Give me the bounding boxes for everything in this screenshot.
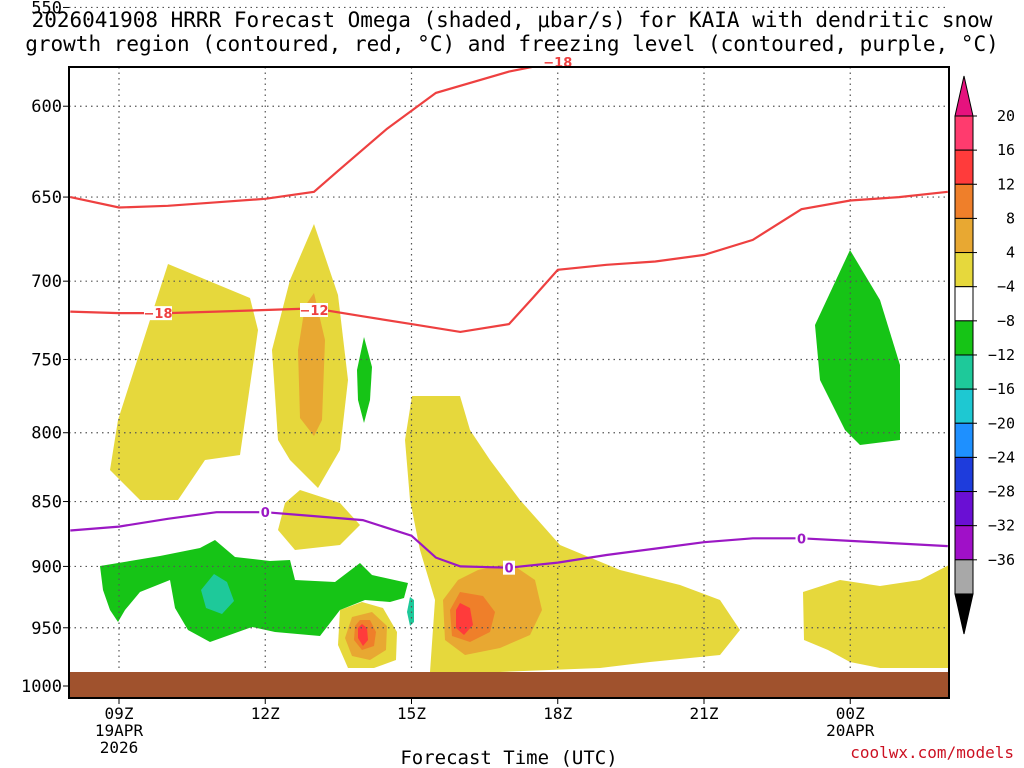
colorbar-label-7: −12 <box>988 346 1015 364</box>
y-tick-label-850: 850 <box>31 493 62 513</box>
colorbar-bottom-arrow <box>954 593 974 635</box>
colorbar-label-11: −28 <box>988 483 1015 501</box>
contour-3-label-1: 0 <box>504 562 513 577</box>
y-tick-label-700: 700 <box>31 272 62 292</box>
y-tick-label-950: 950 <box>31 619 62 639</box>
colorbar-block-5 <box>954 286 974 322</box>
omega-green-region-0830-1300 <box>100 540 408 642</box>
colorbar: 20 16 12 8 4 −4 −8 −12 −16 −20 −24 −28 −32 −36 <box>954 75 1015 635</box>
y-tick-label-800: 800 <box>31 424 62 444</box>
y-tick-label-600: 600 <box>31 97 62 117</box>
omega-yellow-region-0900-1100 <box>110 264 258 500</box>
colorbar-label-13: −36 <box>988 551 1015 569</box>
colorbar-label-2: 12 <box>997 175 1015 193</box>
x-tick-label-12Z-line-1: 12Z <box>251 704 280 723</box>
colorbar-top-arrow <box>954 75 974 117</box>
omega-orange-region-1300-core <box>298 293 325 436</box>
x-tick-label-09Z-line-3: 2026 <box>100 738 139 757</box>
x-axis-label: Forecast Time (UTC) <box>400 747 617 768</box>
colorbar-block-2 <box>954 183 974 219</box>
colorbar-block-9 <box>954 422 974 458</box>
contour-0-label-0: −18 <box>543 56 572 71</box>
gridlines <box>69 6 949 672</box>
contour-1-label-bg-0 <box>144 306 172 321</box>
colorbar-block-4 <box>954 252 974 288</box>
colorbar-label-1: 16 <box>997 141 1015 159</box>
colorbar-block-1 <box>954 149 974 185</box>
omega-red-region-1600 <box>456 603 473 635</box>
contour-0-label-bg-0 <box>543 54 572 69</box>
contour-3-label-2: 0 <box>797 532 806 547</box>
x-tick-label-21Z-line-1: 21Z <box>690 704 719 723</box>
contour-3-label-0: 0 <box>261 506 270 521</box>
colorbar-block-13 <box>954 559 974 595</box>
plot-frame <box>68 66 950 699</box>
omega-yellow-region-1230-1330-lower <box>278 490 360 550</box>
shaded-omega-regions <box>100 224 949 672</box>
colorbar-block-0 <box>954 115 974 151</box>
contour-0-line <box>70 67 538 209</box>
y-tick-label-550: 550 <box>31 0 62 18</box>
x-tick-label-09Z-line-1: 09Z <box>105 704 134 723</box>
omega-teal-region-1500 <box>407 597 414 626</box>
contour-1-label-0: −18 <box>144 307 173 322</box>
colorbar-label-6: −8 <box>997 312 1015 330</box>
colorbar-block-12 <box>954 525 974 561</box>
colorbar-label-9: −20 <box>988 414 1015 432</box>
colorbar-label-12: −32 <box>988 517 1015 535</box>
colorbar-label-8: −16 <box>988 380 1015 398</box>
omega-green-region-1400-upper <box>357 337 372 423</box>
colorbar-block-8 <box>954 388 974 424</box>
contour-1-line <box>70 190 948 334</box>
y-tick-label-1000: 1000 <box>21 677 62 697</box>
omega-yellow-region-2300-0200 <box>803 565 949 668</box>
contour-3-label-bg-0 <box>259 505 272 520</box>
colorbar-label-4: 4 <box>1006 244 1015 262</box>
colorbar-block-6 <box>954 320 974 356</box>
x-tick-label-18Z-line-1: 18Z <box>543 704 572 723</box>
contour-3-label-bg-2 <box>795 531 808 546</box>
x-tick-label-00Z-line-2: 20APR <box>826 721 875 740</box>
y-tick-label-650: 650 <box>31 188 62 208</box>
colorbar-block-10 <box>954 456 974 493</box>
ground-surface-band <box>69 672 949 697</box>
y-axis-pressure: 2503003504004505005506006507007508008509… <box>21 0 69 697</box>
omega-green-region-0000-upper <box>815 250 900 445</box>
y-tick-label-750: 750 <box>31 350 62 370</box>
contour-3-label-bg-1 <box>503 560 515 575</box>
colorbar-block-11 <box>954 491 974 527</box>
colorbar-block-7 <box>954 354 974 390</box>
contour-2-label-bg-0 <box>300 302 328 317</box>
contour-3-line <box>70 511 948 569</box>
chart-title-line-1: 2026041908 HRRR Forecast Omega (shaded, … <box>31 8 993 32</box>
credit-link[interactable]: coolwx.com/models <box>850 743 1014 762</box>
colorbar-block-3 <box>954 217 974 254</box>
y-tick-label-900: 900 <box>31 557 62 577</box>
contour-2-label-0: −12 <box>300 304 329 319</box>
colorbar-label-10: −24 <box>988 448 1015 466</box>
temperature-contours: −18 −18 −12 0 0 0 <box>70 54 948 577</box>
colorbar-label-3: 8 <box>1006 209 1015 227</box>
chart-title-line-2: growth region (contoured, red, °C) and f… <box>25 32 999 56</box>
omega-red-region-1400 <box>358 624 368 646</box>
omega-teal-region-1100 <box>201 574 234 614</box>
colorbar-label-0: 20 <box>997 107 1015 125</box>
x-tick-label-00Z-line-1: 00Z <box>836 704 865 723</box>
x-tick-label-09Z-line-2: 19APR <box>95 721 144 740</box>
colorbar-label-5: −4 <box>997 278 1015 296</box>
x-tick-label-15Z-line-1: 15Z <box>397 704 426 723</box>
